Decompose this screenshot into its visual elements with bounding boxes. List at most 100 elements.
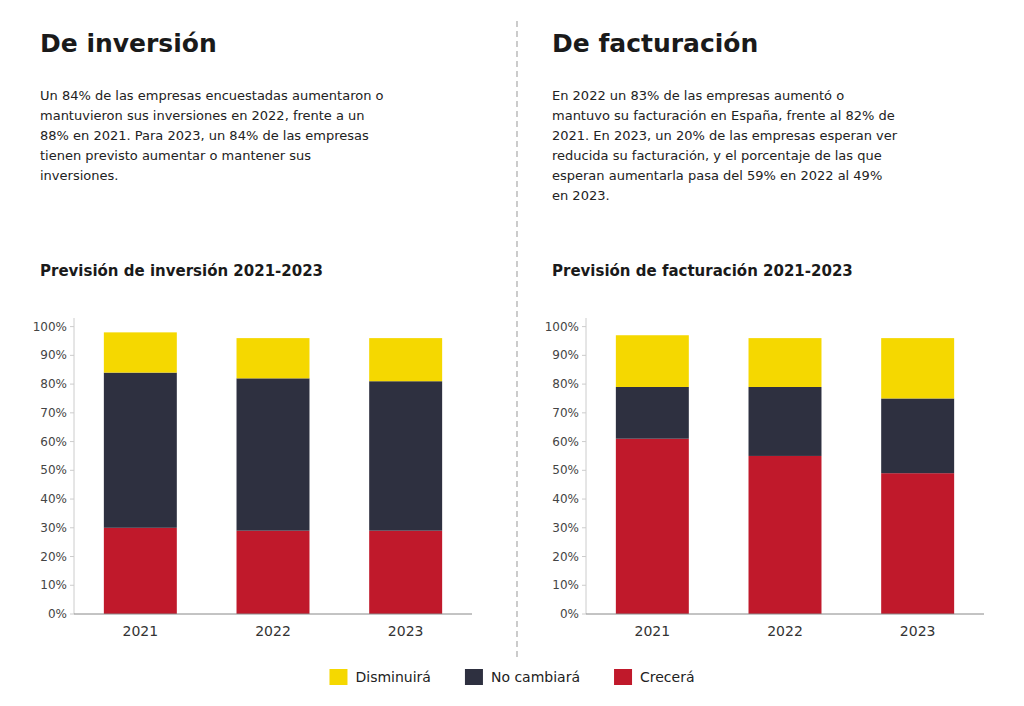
body-text: tienen previsto aumentar o mantener sus [40,148,311,163]
legend-label: Disminuirá [355,669,430,685]
legend-label: Crecerá [640,669,694,685]
figure: De inversión Un 84% de las empresas encue… [0,0,1024,706]
bar: Crecerá [749,456,822,614]
bar: Crecerá [104,528,177,614]
subtitle: Previsión de inversión 2021-2023 [40,262,323,280]
y-tick-label: 10% [40,578,67,592]
y-tick-label: 40% [40,492,67,506]
legend-swatch [614,669,632,685]
body-text: inversiones. [40,168,118,183]
y-tick-label: 50% [40,463,67,477]
bar: No cambiará [369,381,442,530]
body-text: 88% en 2021. Para 2023, un 84% de las em… [40,128,369,143]
bar: Crecerá [881,473,954,614]
y-tick-label: 90% [40,348,67,362]
body-text: Un 84% de las empresas encuestadas aumen… [40,88,384,103]
y-tick-label: 100% [33,320,67,334]
legend-label: No cambiará [491,669,580,685]
x-tick-label: 2021 [635,623,671,639]
y-tick [582,441,586,442]
body-text: 2021. En 2023, un 20% de las empresas es… [552,128,898,143]
y-tick [70,527,74,528]
legend-swatch [329,669,347,685]
bar: No cambiará [749,387,822,456]
y-tick-label: 70% [40,406,67,420]
y-tick [582,527,586,528]
y-tick [70,384,74,385]
subtitle: Previsión de facturación 2021-2023 [552,262,853,280]
title: De facturación [552,29,758,58]
y-tick [70,441,74,442]
bar: No cambiará [616,387,689,439]
legend-swatch [465,669,483,685]
x-axis [586,614,984,615]
y-tick-label: 0% [560,607,579,621]
body-text: esperan aumentarla pasa del 59% en 2022 … [552,168,882,183]
y-tick-label: 80% [40,377,67,391]
y-tick-label: 30% [40,521,67,535]
bars: CreceráNo cambiaráDisminuiráCreceráNo ca… [104,332,442,614]
body-text: mantuvieron sus inversiones en 2022, fre… [40,108,365,123]
y-tick-label: 60% [552,435,579,449]
y-tick-label: 90% [552,348,579,362]
bar: No cambiará [881,398,954,473]
y-tick [70,499,74,500]
separator [516,21,517,657]
x-tick-label: 2023 [900,623,936,639]
y-tick-label: 30% [552,521,579,535]
bar: Crecerá [237,531,310,614]
y-tick [582,556,586,557]
y-tick [70,614,74,615]
y-tick-label: 70% [552,406,579,420]
body-text: reducida su facturación, y el porcentaje… [552,148,882,163]
y-tick-label: 20% [552,550,579,564]
y-tick-label: 40% [552,492,579,506]
bar: Disminuirá [616,335,689,387]
y-tick-label: 0% [48,607,67,621]
x-tick-label: 2021 [123,623,159,639]
body-text: en 2023. [552,188,610,203]
y-tick [582,412,586,413]
body-text: En 2022 un 83% de las empresas aumentó o [552,88,844,103]
bars: CreceráNo cambiaráDisminuiráCreceráNo ca… [616,335,954,614]
panel: De inversión Un 84% de las empresas encue… [33,29,472,639]
y-tick [582,499,586,500]
bar: Disminuirá [369,338,442,381]
y-tick-label: 10% [552,578,579,592]
x-axis [74,614,472,615]
y-tick-label: 100% [545,320,579,334]
body-text: mantuvo su facturación en España, frente… [552,108,895,123]
bar: Crecerá [369,531,442,614]
x-tick-label: 2022 [255,623,291,639]
y-tick [70,326,74,327]
y-tick [582,470,586,471]
bar: Disminuirá [104,332,177,372]
bar: Disminuirá [881,338,954,398]
y-tick [70,412,74,413]
bar: Disminuirá [749,338,822,387]
bar: No cambiará [104,373,177,528]
y-tick [582,614,586,615]
x-tick-label: 2022 [767,623,803,639]
y-tick-label: 20% [40,550,67,564]
x-tick-label: 2023 [388,623,424,639]
bar: Disminuirá [237,338,310,378]
y-axis [74,318,75,614]
y-tick [582,355,586,356]
y-axis [586,318,587,614]
y-tick [582,326,586,327]
bar: Crecerá [616,439,689,614]
panel: De facturación En 2022 un 83% de las empr… [545,29,984,639]
y-tick-label: 80% [552,377,579,391]
y-tick [582,384,586,385]
y-tick [582,585,586,586]
y-tick-label: 50% [552,463,579,477]
y-tick [70,470,74,471]
y-tick [70,556,74,557]
legend: Disminuirá No cambiará Crecerá [329,669,694,685]
y-tick-label: 60% [40,435,67,449]
y-tick [70,355,74,356]
y-tick [70,585,74,586]
title: De inversión [40,29,217,58]
bar: No cambiará [237,378,310,530]
